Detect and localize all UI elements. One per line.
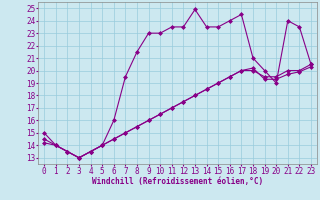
X-axis label: Windchill (Refroidissement éolien,°C): Windchill (Refroidissement éolien,°C): [92, 177, 263, 186]
